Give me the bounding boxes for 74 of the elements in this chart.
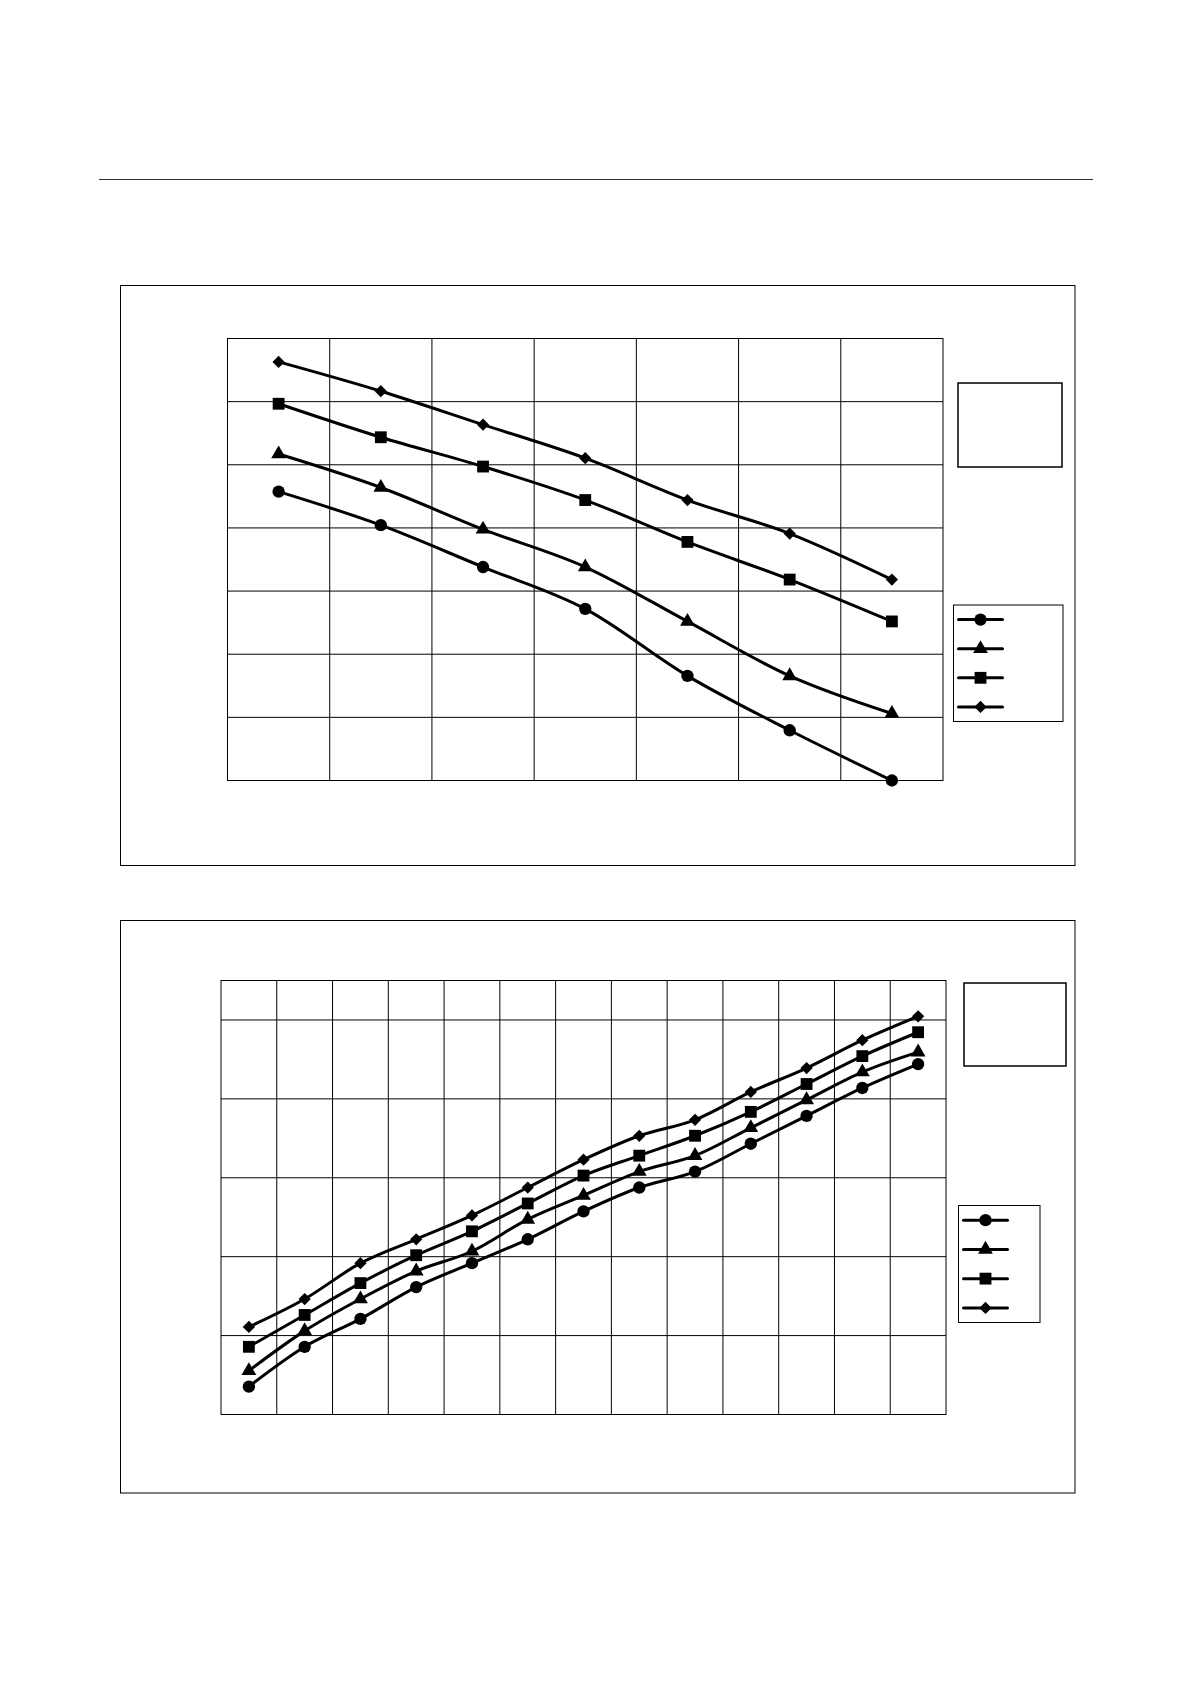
point (410, 1280, 423, 1294)
point (242, 1340, 255, 1353)
point (912, 1026, 925, 1039)
point (633, 1129, 646, 1142)
point (579, 602, 592, 616)
point (374, 385, 387, 398)
point (242, 1320, 256, 1334)
point (410, 1233, 423, 1246)
point (354, 1277, 367, 1290)
point (521, 1233, 534, 1246)
point (689, 1129, 701, 1142)
point (633, 1149, 646, 1162)
point (242, 1380, 256, 1393)
point (800, 1109, 813, 1123)
point (633, 1181, 646, 1194)
point (885, 615, 898, 628)
point (631, 1163, 647, 1176)
point (353, 1290, 368, 1304)
point (298, 1309, 311, 1321)
point (354, 1312, 367, 1326)
point (465, 1257, 479, 1270)
point (410, 1249, 423, 1262)
point (681, 535, 694, 548)
point (783, 527, 796, 540)
point (800, 1061, 813, 1075)
point (476, 418, 490, 431)
point (744, 1137, 757, 1150)
point (856, 1050, 869, 1063)
point (783, 724, 796, 737)
point (272, 355, 285, 369)
point (465, 1209, 479, 1222)
point (885, 573, 899, 586)
point (911, 1057, 925, 1071)
point (374, 431, 387, 444)
point (241, 1362, 257, 1375)
point (800, 1078, 813, 1090)
point (408, 1262, 424, 1276)
point (799, 1091, 814, 1105)
point (856, 1034, 869, 1047)
point (374, 518, 387, 532)
point (271, 445, 287, 459)
point (464, 1242, 480, 1256)
point (298, 1292, 311, 1306)
point (743, 1119, 759, 1133)
point (577, 558, 593, 572)
point (856, 1081, 869, 1095)
point (521, 1197, 534, 1210)
point (477, 460, 489, 473)
point (579, 452, 592, 465)
point (681, 493, 694, 507)
point (783, 573, 796, 586)
point (910, 1043, 926, 1057)
point (744, 1085, 757, 1099)
point (687, 1147, 703, 1160)
point (911, 1010, 925, 1023)
point (688, 1113, 702, 1126)
point (272, 397, 285, 410)
point (577, 1205, 590, 1218)
point (476, 560, 490, 574)
point (854, 1063, 870, 1077)
point (782, 667, 798, 681)
point (520, 1210, 536, 1224)
point (272, 485, 285, 498)
point (744, 1105, 757, 1118)
point (298, 1340, 311, 1353)
point (577, 1153, 590, 1166)
point (466, 1225, 478, 1238)
point (681, 669, 694, 683)
point (521, 1181, 534, 1194)
point (354, 1257, 367, 1270)
point (688, 1165, 702, 1178)
point (885, 774, 899, 787)
point (579, 494, 592, 506)
point (297, 1322, 313, 1336)
